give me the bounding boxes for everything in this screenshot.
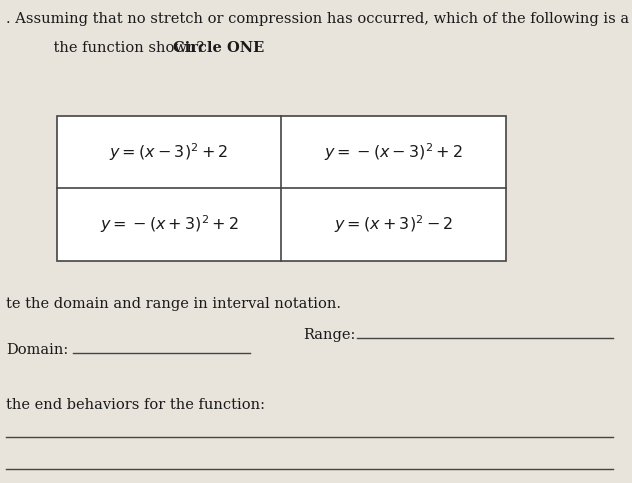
Text: $y = (x-3)^2+2$: $y = (x-3)^2+2$	[109, 142, 229, 163]
Text: $y = -(x+3)^2+2$: $y = -(x+3)^2+2$	[100, 214, 238, 235]
Text: Domain:: Domain:	[6, 343, 68, 357]
Bar	[57, 116, 506, 261]
Text: . Assuming that no stretch or compression has occurred, which of the following i: . Assuming that no stretch or compressio…	[6, 12, 632, 26]
Text: the end behaviors for the function:: the end behaviors for the function:	[6, 398, 265, 412]
Text: $y = (x+3)^2-2$: $y = (x+3)^2-2$	[334, 214, 453, 235]
Text: $y = -(x-3)^2+2$: $y = -(x-3)^2+2$	[324, 142, 463, 163]
Text: te the domain and range in interval notation.: te the domain and range in interval nota…	[6, 297, 341, 311]
Text: Circle ONE: Circle ONE	[173, 41, 264, 55]
Text: Range:: Range:	[303, 328, 356, 342]
Text: the function shown?: the function shown?	[35, 41, 209, 55]
